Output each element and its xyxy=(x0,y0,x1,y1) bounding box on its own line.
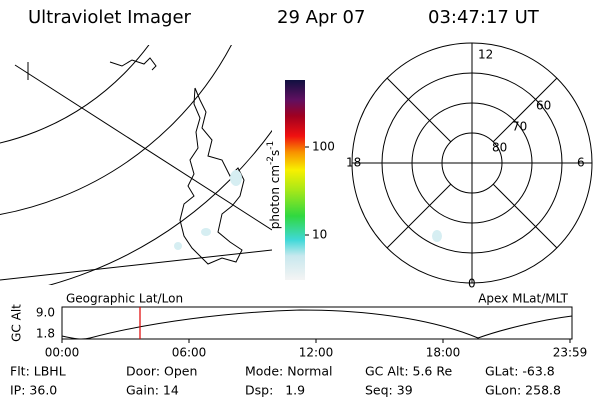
time-label: 00:00 xyxy=(45,346,80,360)
info-field: Dsp: 1.9 xyxy=(245,383,305,398)
unit-exp: -1 xyxy=(266,141,276,150)
info-field: Gain: 14 xyxy=(126,383,179,398)
orbit-y-label: 1.8 xyxy=(36,327,55,341)
orbit-axis-label: GC Alt xyxy=(10,304,24,342)
unit: photon cm xyxy=(268,165,282,229)
time-label: 18:00 xyxy=(426,346,461,360)
time-label: 12:00 xyxy=(299,346,334,360)
time-label: 06:00 xyxy=(172,346,207,360)
aurora xyxy=(174,170,242,250)
info-field: GC Alt: 5.6 Re xyxy=(365,364,452,379)
mlt-label: 0 xyxy=(468,277,476,291)
unit: s xyxy=(268,150,282,156)
lat-label: 80 xyxy=(492,141,507,155)
colorbar-unit: photon cm-2s-1 xyxy=(266,141,282,230)
colorbar-tick: 10 xyxy=(312,228,327,242)
info-field: Mode: Normal xyxy=(245,364,332,379)
info-field: GLat: -63.8 xyxy=(485,364,555,379)
info-field: Door: Open xyxy=(126,364,197,379)
time-label: 23:59 xyxy=(553,346,588,360)
geo-map xyxy=(0,45,272,285)
info-field: Flt: LBHL xyxy=(10,364,66,379)
mlt-label: 12 xyxy=(478,48,493,62)
mlt-label: 6 xyxy=(577,156,585,170)
lat-label: 70 xyxy=(512,120,527,134)
time: 03:47:17 UT xyxy=(428,7,540,28)
lat-label: 60 xyxy=(536,99,551,113)
orbit-frame xyxy=(61,306,573,340)
unit-exp: -2 xyxy=(266,156,276,165)
info-field: Seq: 39 xyxy=(365,383,413,398)
colorbar-tick: 100 xyxy=(312,140,335,154)
colorbar xyxy=(285,80,305,280)
info-field: IP: 36.0 xyxy=(10,383,57,398)
orbit-left-title: Geographic Lat/Lon xyxy=(66,292,183,306)
polar-map xyxy=(351,42,593,284)
mlt-label: 18 xyxy=(346,156,361,170)
orbit-y-label: 9.0 xyxy=(36,306,55,320)
instrument: Ultraviolet Imager xyxy=(28,7,192,28)
info-field: GLon: 258.8 xyxy=(485,383,561,398)
date: 29 Apr 07 xyxy=(277,7,365,28)
orbit-curve xyxy=(61,309,573,340)
orbit-right-title: Apex MLat/MLT xyxy=(478,292,568,306)
